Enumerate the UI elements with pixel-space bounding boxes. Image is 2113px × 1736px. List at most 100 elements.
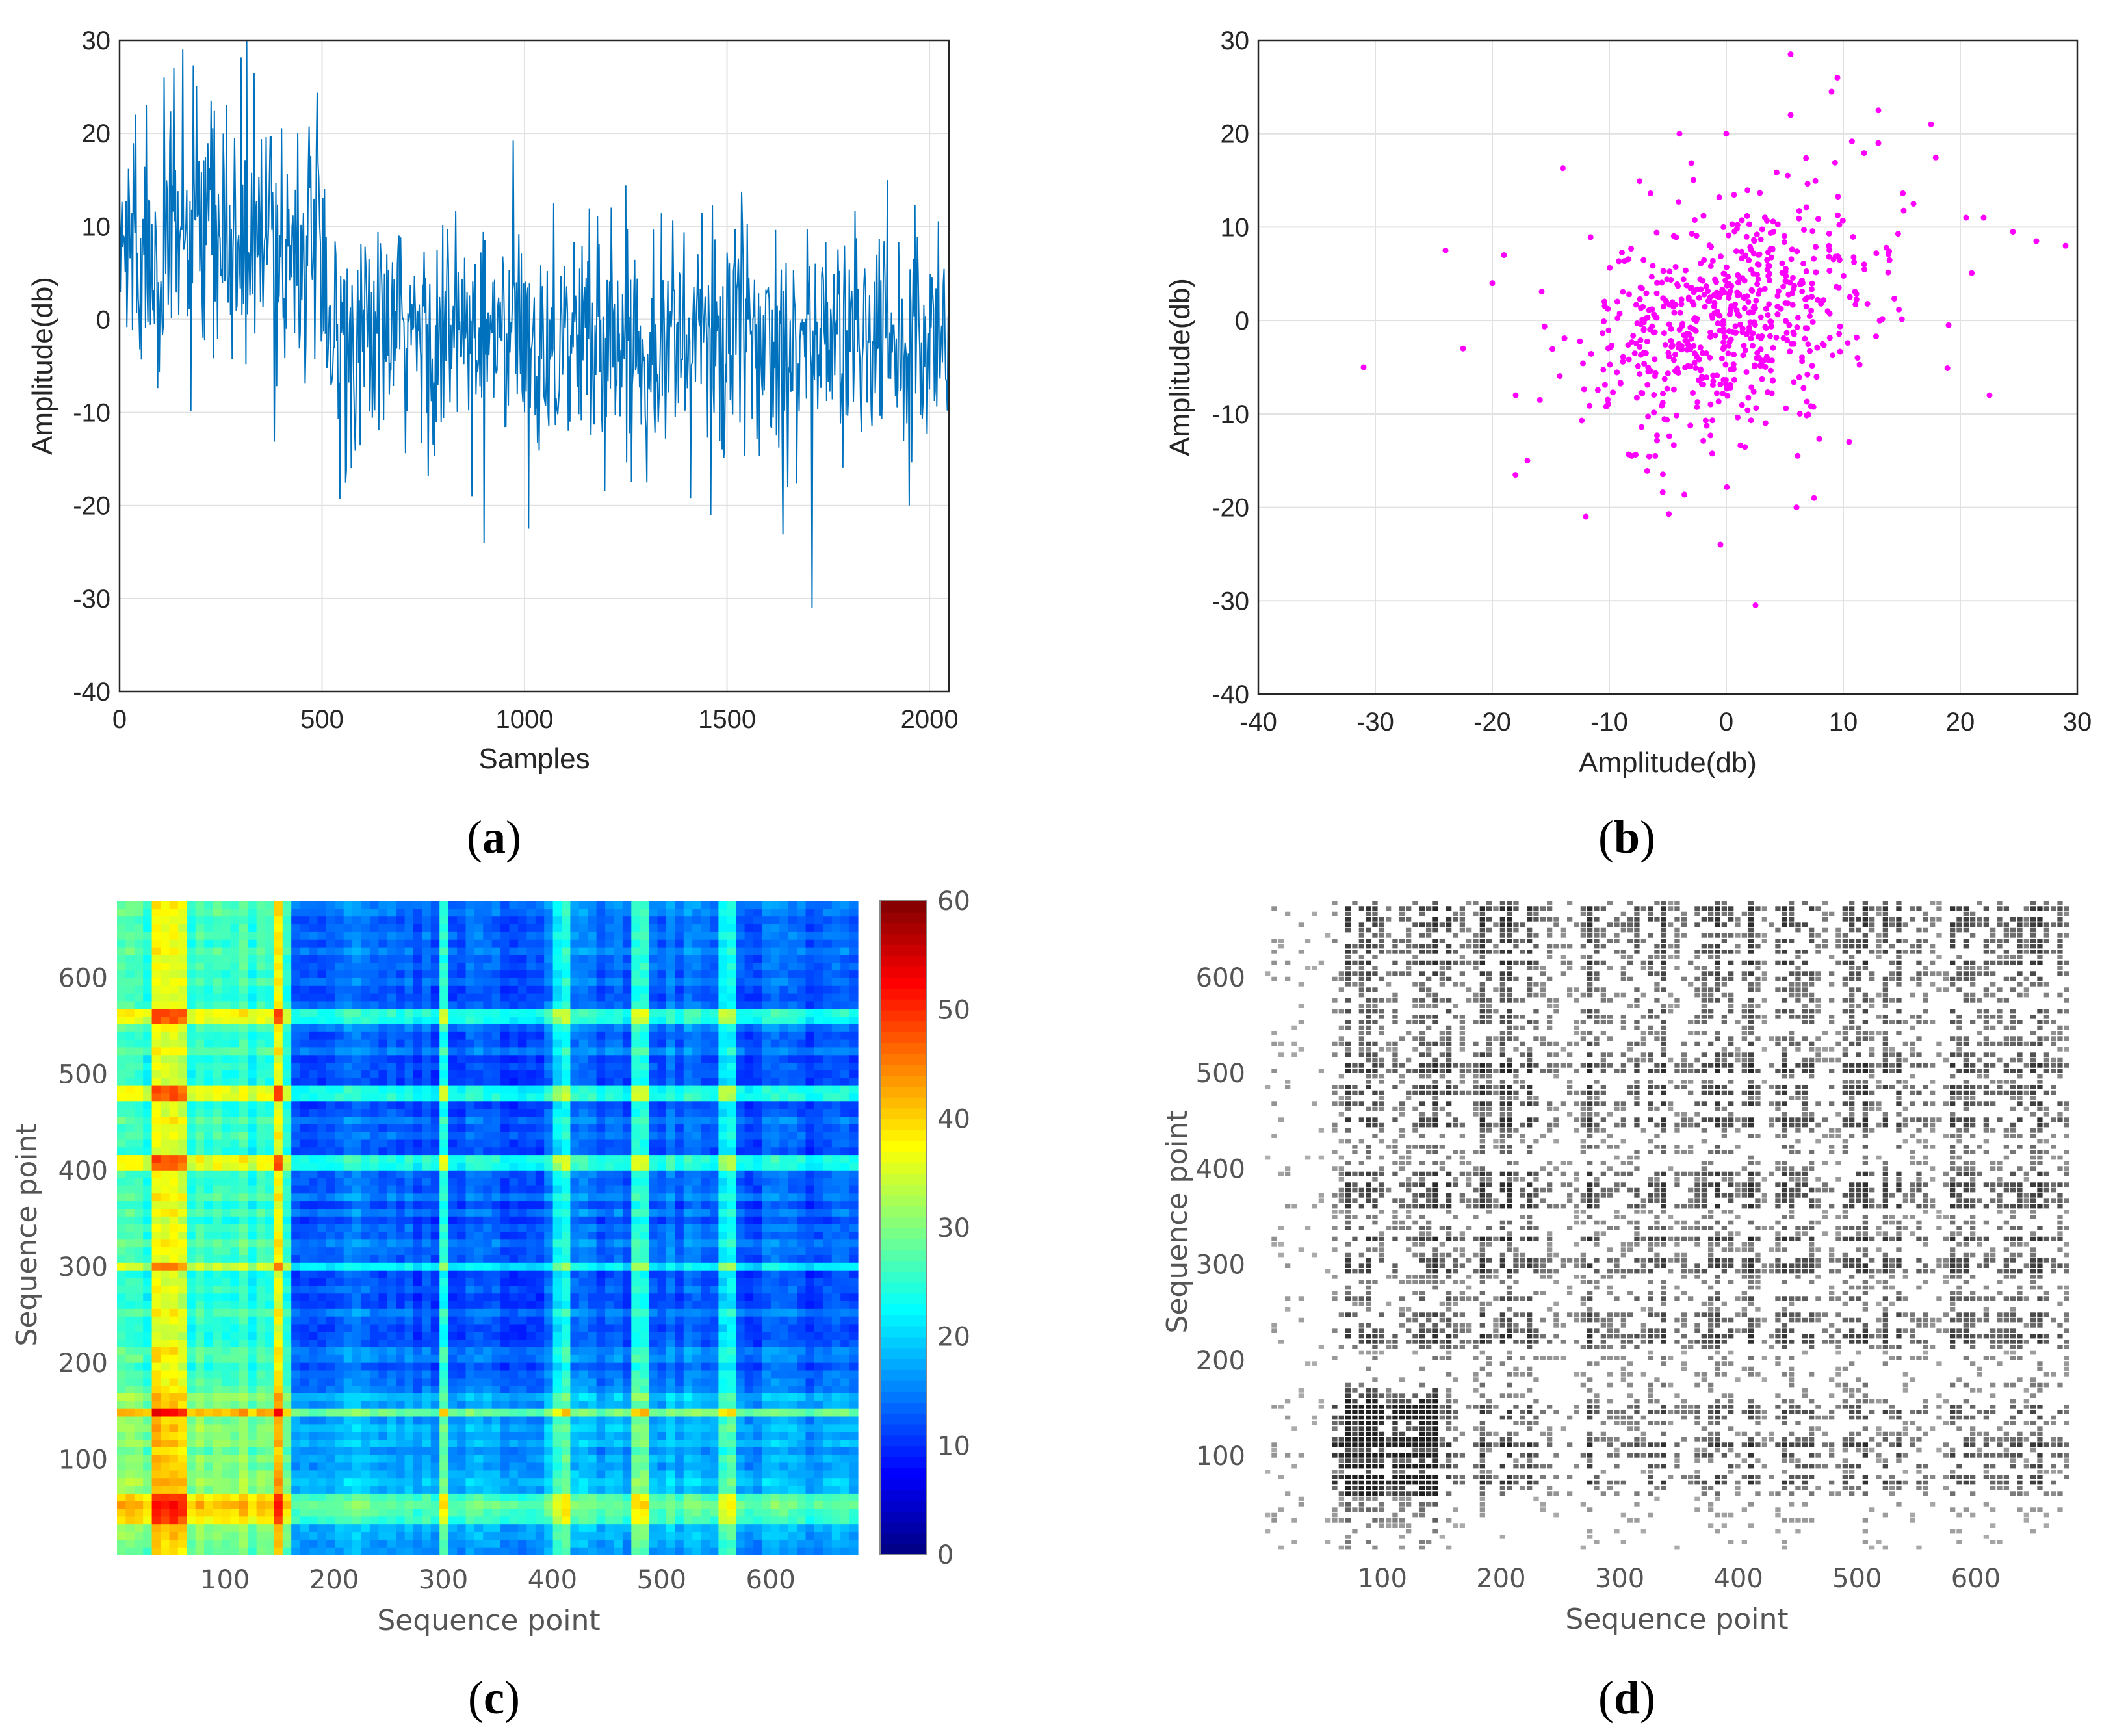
panel-c-cell [422,962,432,971]
panel-c-cell [282,1455,292,1463]
panel-c-cell [343,1393,353,1401]
panel-c-cell [213,1323,222,1332]
panel-c-cell [161,1239,170,1248]
panel-c-cell [187,1477,196,1486]
panel-c-cell [465,1493,475,1501]
panel-c-cell [187,985,196,994]
panel-c-cell [526,916,536,925]
panel-c-cell [151,1016,161,1024]
panel-c-cell [309,993,318,1002]
panel-c-cell [448,1078,458,1086]
panel-c-cell [230,1070,240,1078]
panel-c-cell [161,1147,170,1156]
panel-c-cell [483,1293,493,1301]
panel-c-cell [483,1455,493,1463]
panel-c-cell [177,1509,187,1517]
panel-c-cell [352,1431,362,1440]
panel-c-cell [256,1170,266,1178]
panel-c-cell [422,1354,432,1363]
panel-c-cell [161,985,170,994]
panel-c-cell [326,908,335,917]
panel-c-cell [474,1147,484,1156]
panel-c-cell [517,1516,527,1525]
panel-b-point [1808,403,1814,409]
panel-c-cell [457,1423,467,1432]
panel-c-cell [404,1462,414,1471]
panel-c-cell [187,1208,196,1217]
panel-c-cell [134,947,144,955]
panel-b-point [1660,391,1666,397]
panel-c-cell [213,1401,222,1409]
panel-c-cell [404,1231,414,1240]
panel-c-cell [465,1462,475,1471]
panel-c-cell [535,1523,545,1533]
panel-c-cell [317,1132,327,1140]
panel-c-cell [517,1431,527,1440]
panel-c-cell [483,1031,493,1040]
panel-c-cell [117,1470,126,1479]
panel-c-cell [430,1493,440,1501]
panel-c-cell [239,1085,248,1094]
panel-c-cell [544,1085,554,1094]
panel-c-cell [256,1085,266,1094]
panel-c-cell [117,1016,126,1024]
panel-c-cell [378,1139,388,1148]
panel-c-cell [143,1547,153,1555]
panel-c-cell [457,1124,467,1132]
panel-c-cell [343,1216,353,1224]
panel-c-cell [343,1062,353,1070]
panel-c-cell [526,1539,536,1548]
panel-c-cell [422,1008,432,1017]
panel-c-cell [187,1046,196,1056]
panel-c-cell [396,1193,406,1202]
panel-c-cell [526,1370,536,1379]
panel-c-cell [282,1308,292,1317]
panel-b-point [1809,319,1816,325]
panel-c-cell [256,1455,266,1463]
panel-c-cell [369,1000,379,1009]
panel-c-cell [430,1185,440,1194]
panel-c-cell [161,901,170,909]
panel-a-y-tick-label: 0 [96,305,110,334]
panel-b-point [1737,275,1743,281]
panel-c-cell [239,947,248,955]
panel-c-cell [413,1116,422,1124]
panel-c-cell [369,908,379,917]
panel-c-cell [221,1154,231,1163]
panel-c-cell [535,1078,545,1086]
panel-b-point [1717,253,1724,260]
panel-c-cell [483,1039,493,1048]
panel-c-cell [430,947,440,955]
panel-c-cell [483,1078,493,1086]
panel-c-cell [448,1362,458,1371]
panel-c-cell [404,1477,414,1486]
panel-c-cell [291,1370,301,1379]
panel-c-cell [387,1139,396,1148]
panel-c-cell [300,1447,309,1455]
panel-c-cell [491,1093,501,1102]
panel-c-cell [500,1185,510,1194]
panel-c-cell [177,1323,187,1332]
panel-c-cell [422,908,432,917]
panel-c-cell [169,947,179,955]
panel-c-cell [326,1393,335,1401]
panel-c-cell [500,1339,510,1347]
panel-c-cell [143,908,153,917]
panel-c-cell [483,1323,493,1332]
panel-c-cell [274,1277,283,1286]
panel-c-cell [213,1516,222,1525]
panel-c-cell [387,1000,396,1009]
panel-c-cell [213,1116,222,1124]
panel-c-cell [352,924,362,932]
panel-c-cell [187,947,196,955]
panel-c-cell [143,1477,153,1486]
panel-b-point [1757,190,1763,196]
panel-c-cell [143,1024,153,1032]
panel-c-cell [161,1293,170,1301]
panel-c-cell [256,924,266,932]
panel-c-cell [448,1531,458,1540]
panel-c-cell [535,1108,545,1117]
panel-c-cell [361,1108,370,1117]
panel-c-cell [509,1339,519,1347]
panel-c-cell [457,1147,467,1156]
